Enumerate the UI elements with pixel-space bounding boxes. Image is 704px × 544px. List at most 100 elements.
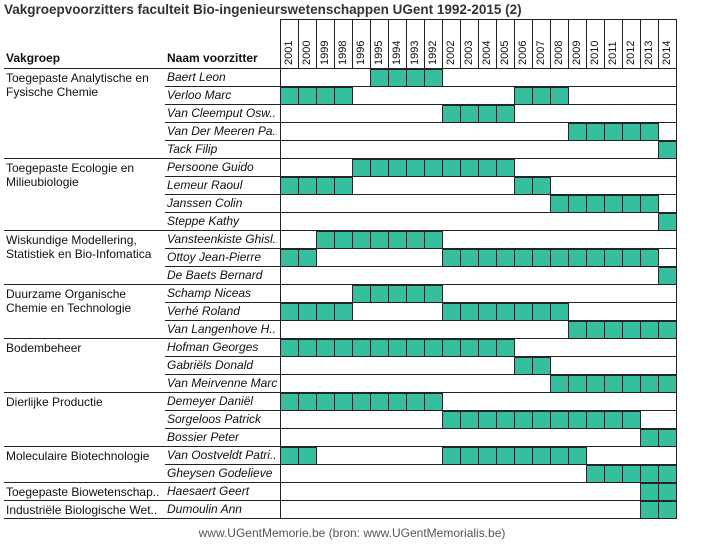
year-label: 2012 — [625, 40, 637, 65]
row-separator — [165, 248, 677, 249]
term-bar — [352, 339, 371, 357]
term-bar — [406, 393, 425, 411]
term-bar — [298, 393, 317, 411]
term-bar — [478, 249, 497, 267]
term-bar — [532, 357, 551, 375]
person-name: Dumoulin Ann — [167, 502, 242, 516]
header-col-line — [676, 19, 677, 68]
person-name: De Baets Bernard — [167, 268, 263, 282]
header-col-line — [280, 19, 281, 68]
term-bar — [424, 231, 443, 249]
term-bar — [640, 429, 659, 447]
term-bar — [442, 249, 461, 267]
year-label: 2001 — [283, 40, 295, 65]
term-bar — [388, 159, 407, 177]
group-name: Duurzame Organische Chemie en Technologi… — [6, 287, 132, 315]
term-bar — [604, 375, 623, 393]
year-label: 2005 — [499, 40, 511, 65]
year-label: 1993 — [409, 40, 421, 65]
year-label: 2011 — [607, 41, 619, 65]
term-bar — [658, 267, 677, 285]
term-bar — [514, 177, 533, 195]
header-col-line — [442, 19, 443, 68]
term-bar — [658, 213, 677, 231]
term-bar — [622, 465, 641, 483]
term-bar — [478, 447, 497, 465]
term-bar — [316, 339, 335, 357]
term-bar — [442, 105, 461, 123]
group-separator — [4, 392, 677, 393]
term-bar — [370, 285, 389, 303]
term-bar — [460, 159, 479, 177]
term-bar — [496, 159, 515, 177]
term-bar — [550, 447, 569, 465]
person-name: Schamp Niceas — [167, 286, 252, 300]
term-bar — [298, 339, 317, 357]
term-bar — [586, 321, 605, 339]
row-separator — [165, 374, 677, 375]
term-bar — [298, 87, 317, 105]
row-separator — [165, 140, 677, 141]
year-label: 2008 — [553, 40, 565, 65]
term-bar — [586, 123, 605, 141]
group-separator — [4, 482, 677, 483]
term-bar — [658, 429, 677, 447]
person-name: Demeyer Daniël — [167, 394, 254, 408]
year-label: 2010 — [589, 40, 601, 65]
row-separator — [165, 86, 677, 87]
term-bar — [550, 375, 569, 393]
term-bar — [280, 393, 299, 411]
person-name: Ottoy Jean-Pierre — [167, 250, 262, 264]
term-bar — [550, 249, 569, 267]
group-separator — [4, 230, 677, 231]
header-col-line — [460, 19, 461, 68]
term-bar — [532, 177, 551, 195]
row-separator — [165, 320, 677, 321]
person-name: Van Der Meeren Pa.. — [167, 124, 277, 138]
term-bar — [658, 465, 677, 483]
term-bar — [550, 411, 569, 429]
term-bar — [406, 159, 425, 177]
header-col-line — [406, 19, 407, 68]
term-bar — [514, 87, 533, 105]
term-bar — [640, 195, 659, 213]
term-bar — [496, 105, 515, 123]
term-bar — [550, 87, 569, 105]
term-bar — [586, 249, 605, 267]
term-bar — [280, 87, 299, 105]
term-bar — [280, 249, 299, 267]
term-bar — [352, 393, 371, 411]
group-name: Dierlijke Productie — [6, 395, 103, 409]
term-bar — [640, 249, 659, 267]
group-separator — [4, 284, 677, 285]
term-bar — [316, 393, 335, 411]
term-bar — [604, 411, 623, 429]
row-separator — [165, 410, 677, 411]
header-col-line — [370, 19, 371, 68]
year-label: 1998 — [337, 40, 349, 65]
term-bar — [604, 249, 623, 267]
group-name: Moleculaire Biotechnologie — [6, 449, 150, 463]
term-bar — [478, 411, 497, 429]
person-name: Lemeur Raoul — [167, 178, 243, 192]
term-bar — [622, 123, 641, 141]
term-bar — [388, 69, 407, 87]
term-bar — [442, 159, 461, 177]
year-label: 2006 — [517, 40, 529, 65]
term-bar — [406, 69, 425, 87]
term-bar — [568, 249, 587, 267]
term-bar — [586, 195, 605, 213]
term-bar — [532, 249, 551, 267]
year-label: 2004 — [481, 40, 493, 65]
term-bar — [514, 249, 533, 267]
person-name: Vansteenkiste Ghisl.. — [167, 232, 277, 246]
term-bar — [460, 339, 479, 357]
header-col-line — [478, 19, 479, 68]
term-bar — [316, 177, 335, 195]
header-col-line — [298, 19, 299, 68]
term-bar — [424, 159, 443, 177]
term-bar — [514, 411, 533, 429]
person-name: Gabriëls Donald — [167, 358, 254, 372]
header-col-line — [640, 19, 641, 68]
group-name: Toegepaste Biowetenschap.. — [6, 485, 160, 499]
